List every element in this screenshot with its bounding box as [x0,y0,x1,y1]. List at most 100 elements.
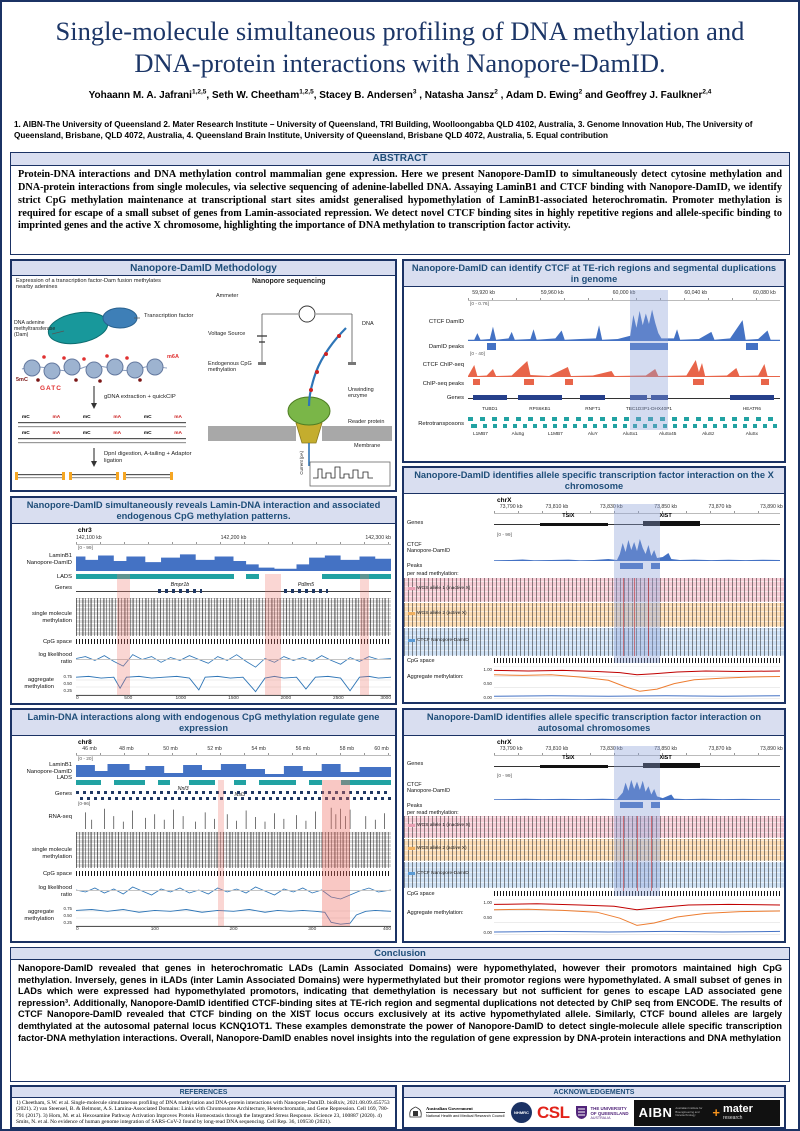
legend-wgs2: WGS allele 2 (active X) [408,846,492,851]
uq-text: THE UNIVERSITY OF QUEENSLAND AUSTRALIA [591,1106,629,1120]
track-label-aggregate: aggregate methylation [24,909,54,922]
gene-label: TSIX [562,513,575,519]
lad-segment [309,780,322,785]
expr-ruler: 46 mb 48 mb 50 mb 52 mb 54 mb 56 mb 58 m… [76,746,391,753]
ruler-label: 60,040 kb [684,290,708,296]
track-label-aggregate: Aggregate methylation: [407,910,464,916]
track-label-ctcf: CTCF Nanopore-DamID [407,542,451,555]
ruler-label: 73,870 kb [708,504,732,510]
gene-line [76,591,391,592]
track-label-smm: single molecule methylation [32,847,72,860]
x-tick: 0 [76,927,79,932]
chip-peak [692,379,704,385]
gene-box [580,395,606,400]
damid-peaks-track [468,343,780,350]
repeat-label: L1MB7 [547,431,563,436]
ruler-label: 73,850 kb [654,746,677,752]
track-label-per-read: per read methylation: [407,571,459,577]
x-axis: 0 100 200 300 400 [76,926,391,934]
y-tick: 0.00 [483,930,492,935]
single-molecule-methylation [76,832,391,868]
uq-line2: OF QUEENSLAND [590,1110,629,1116]
mater-text: mater research [723,1104,753,1122]
chrom-label: chrX [497,739,512,746]
x-tick: 500 [124,696,133,701]
repeat-label: AluSx [745,431,759,436]
track-label-lads: LADS [56,574,72,580]
references-body: 1) Cheetham, S.W. et al. Single-molecule… [16,1099,390,1126]
nanopore-label: Nanopore sequencing [252,278,326,285]
y-tick: 0.50 [63,681,72,686]
y-tick: 0.25 [63,688,72,693]
ctcf-signal [494,778,780,800]
peak [651,802,660,808]
retro-row [468,424,780,428]
aggregate-methylation-chart [494,666,780,699]
auto-ruler: 73,790 kb 73,810 kb 73,830 kb 73,850 kb … [494,746,783,753]
track-label-aggregate: aggregate methylation [24,677,54,690]
x-tick: 400 [382,927,391,932]
ruler-label: 58 mb [339,746,355,752]
lads-track [76,780,391,785]
gene-label: RNFT1 [585,406,601,411]
genes-track [468,391,780,405]
lad-segment [76,574,234,579]
y-tick: 1.00 [483,667,492,672]
panel-expression: Lamin-DNA interactions along with end­og… [10,708,397,943]
gene-label: Bmpr1b [170,582,190,588]
gene-box-tsix [539,523,609,526]
genes-track: TSIX XIST [494,755,780,773]
y-tick: 0.75 [63,906,72,911]
ausgov-logo: Australian Government National Health an… [408,1106,506,1119]
x-tick: 100 [150,927,159,932]
panel-references: REFERENCES 1) Cheetham, S.W. et al. Sing… [10,1085,397,1129]
track-label-ctcf-damid: CTCF DamID [428,319,464,325]
scale-damid: [0 - 0.76] [470,302,489,307]
panel-autosomal: Nanopore-DamID identifies allele specifi… [402,708,786,943]
logos-row: Australian Government National Health an… [404,1098,784,1127]
gene-label: HEATR6 [742,406,761,411]
panel-te-title: Nanopore-DamID can identify CTCF at TE-r… [404,261,784,287]
peak [619,563,643,569]
track-label-rnaseq: RNA-seq [48,814,72,820]
panel-acknowledgements: ACKNOWLEDGEMENTS Australian Government N… [402,1085,786,1129]
legend-label: WGS allele 2 (active X) [417,846,467,851]
author: Stacey B. Andersen3 , [319,89,425,102]
gene-model [283,589,328,593]
scale-ctcf: [0 - 99] [497,774,512,779]
gene-box [472,395,507,400]
abstract-heading: ABSTRACT [10,152,790,166]
panel-lamin: Nanopore-DamID simultaneously reveals La… [10,496,397,705]
y-tick: 1.00 [483,900,492,905]
gene-label: RPS6KB1 [529,406,551,411]
repeat-label: L1MB7 [473,431,488,436]
panel-expression-title: Lamin-DNA interactions along with end­og… [12,710,395,736]
gene-label: Nsl3 [234,792,246,798]
uq-line1: THE UNIVERSITY [590,1105,627,1111]
csl-logo: CSL [537,1102,570,1122]
ruler-label: 60,080 kb [752,290,776,296]
track-label-loglik: log likelihood ratio [38,885,72,898]
lad-segment [258,780,297,785]
ruler-label: 56 mb [295,746,311,752]
author: Geoffrey J. Faulkner2,4 [605,89,712,102]
lad-segment [233,780,247,785]
lamin-ruler-ticks [76,542,391,545]
scale-laminb1: [0 - 20] [78,757,93,762]
gene-row [76,797,391,800]
methodology-caption: Expression of a transcription factor-Dam… [16,278,161,291]
track-label-laminb1: LaminB1 Nanopore-DamID LADS [26,762,72,782]
ruler-label: 73,830 kb [599,504,623,510]
legend-ctcf: CTCF Nanopore-DamID [408,871,492,876]
y-tick: 0.50 [483,681,492,686]
legend-swatch [408,824,415,827]
gene-box [650,395,668,400]
ruler-label: 50 mb [163,746,178,752]
gene-box-xist [642,763,700,768]
ruler-label: 48 mb [119,746,134,752]
rnaseq-track [76,805,391,829]
author: Seth W. Cheetham1,2,5, [211,89,320,102]
aibn-caption: Australian Institute for Bioengineering … [675,1106,703,1118]
ruler-label: 60 mb [374,746,389,752]
methodology-diagram [15,305,392,487]
